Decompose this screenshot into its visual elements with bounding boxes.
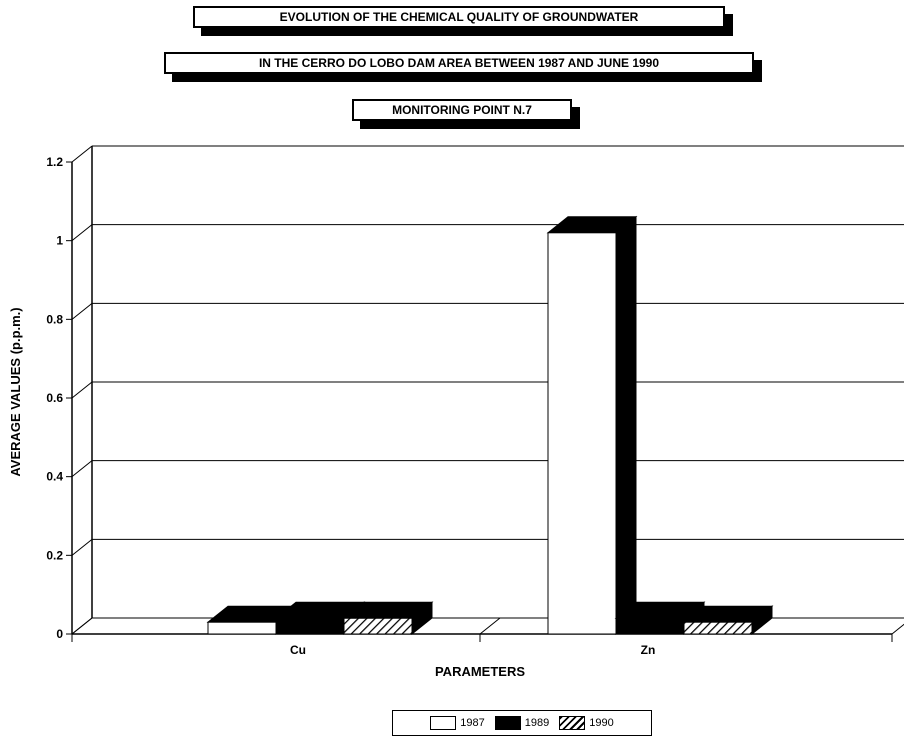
y-tick-label: 0.4 — [46, 470, 63, 484]
gridline-connector — [71, 302, 93, 320]
y-tick-label: 0.2 — [46, 548, 63, 562]
tick-labels: 0 0.2 0.4 0.6 0.8 1 1.2 Cu Zn — [46, 155, 655, 657]
bars — [206, 215, 774, 636]
bar-front — [207, 621, 277, 635]
bar-front — [615, 617, 685, 635]
bar-front — [275, 617, 345, 635]
legend-swatch-1989 — [494, 716, 521, 730]
legend-swatch-1987 — [430, 716, 457, 730]
bar-side — [615, 215, 637, 636]
gridline-connector — [71, 224, 93, 242]
y-tick-label: 0.6 — [46, 391, 63, 405]
x-tick-label: Zn — [641, 643, 656, 657]
y-axis-label: AVERAGE VALUES (p.p.m.) — [8, 307, 23, 476]
axes — [66, 146, 904, 642]
x-tick-label: Cu — [290, 643, 306, 657]
legend-label-1990: 1990 — [589, 717, 614, 729]
legend-item-1987: 1987 — [430, 716, 485, 730]
gridlines — [71, 145, 904, 635]
floor-divider — [71, 617, 93, 635]
bar-Zn-1990 — [682, 605, 774, 636]
legend: 1987 1989 1990 — [392, 710, 652, 736]
x-axis-label: PARAMETERS — [435, 664, 525, 679]
y-tick-label: 1 — [56, 234, 63, 248]
legend-label-1989: 1989 — [524, 717, 550, 729]
chart-title-line-3: MONITORING POINT N.7 — [352, 99, 572, 121]
legend-label-1987: 1987 — [460, 717, 485, 729]
bar-front — [547, 232, 617, 635]
bar-front — [343, 617, 413, 635]
floor-divider — [891, 623, 904, 635]
y-tick-label: 1.2 — [46, 155, 63, 169]
legend-item-1990: 1990 — [559, 716, 614, 730]
y-tick-label: 0 — [56, 627, 63, 641]
chart-title-line-2: IN THE CERRO DO LOBO DAM AREA BETWEEN 19… — [164, 52, 754, 74]
bar-Zn-1987 — [546, 215, 638, 636]
chart-title-line-1: EVOLUTION OF THE CHEMICAL QUALITY OF GRO… — [193, 6, 725, 28]
gridline-connector — [71, 538, 93, 556]
gridline-connector — [71, 381, 93, 399]
legend-item-1989: 1989 — [494, 716, 550, 730]
floor-divider — [479, 617, 501, 635]
legend-swatch-1990 — [559, 716, 586, 730]
gridline-connector — [71, 145, 93, 163]
bar-Cu-1990 — [342, 601, 434, 636]
bar-front — [683, 621, 753, 635]
gridline-connector — [71, 460, 93, 478]
y-tick-label: 0.8 — [46, 312, 63, 326]
